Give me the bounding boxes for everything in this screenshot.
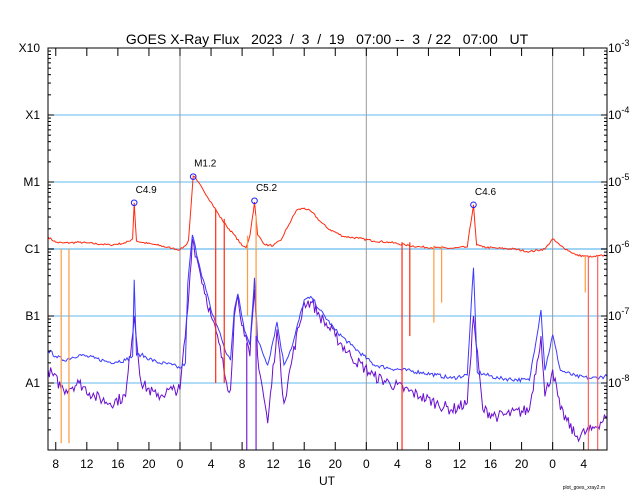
- x-tick-label: 12: [453, 457, 467, 471]
- flare-label: C5.2: [256, 183, 278, 194]
- y-axis-flux-label: 10-6: [608, 239, 629, 256]
- y-axis-flux-label: 10-4: [608, 105, 629, 122]
- x-tick-label: 0: [177, 457, 184, 471]
- x-tick-label: 4: [208, 457, 215, 471]
- x-tick-label: 8: [239, 457, 246, 471]
- series-line-2: [47, 238, 608, 443]
- flare-label: M1.2: [194, 159, 217, 170]
- x-tick-label: 16: [484, 457, 498, 471]
- flare-label: C4.9: [136, 185, 158, 196]
- flare-label: C4.6: [475, 187, 497, 198]
- series-layer: [47, 175, 608, 450]
- flare-annotations: C4.9 M1.2 C5.2 C4.6: [130, 159, 497, 209]
- x-tick-label: 0: [549, 457, 556, 471]
- y-axis-class-label: X10: [19, 41, 41, 55]
- y-axis-class-label: A1: [25, 376, 40, 390]
- flare-peak-marker: [189, 173, 197, 180]
- grid-layer: [48, 48, 607, 450]
- axes-layer: 8 12 16 20 0 4 8 12 16 20 0 4 8 12 16 20 0 4 X10 X1 M1 C1 B1 A1…: [19, 38, 630, 471]
- x-tick-label: 12: [266, 457, 280, 471]
- y-axis-class-label: C1: [25, 242, 41, 256]
- series-line-1: [47, 234, 608, 384]
- x-axis-label: UT: [319, 474, 336, 488]
- flare-peak-marker: [130, 199, 138, 207]
- x-tick-label: 20: [329, 457, 343, 471]
- flare-peak-marker: [251, 197, 258, 205]
- x-tick-label: 16: [111, 457, 125, 471]
- flux-label-exponent: -4: [621, 105, 629, 115]
- flux-label-exponent: -5: [621, 172, 629, 182]
- flux-label-exponent: -6: [621, 239, 629, 249]
- x-tick-label: 8: [52, 457, 59, 471]
- x-tick-label: 4: [580, 457, 587, 471]
- flux-label-base: 10: [608, 309, 622, 323]
- series-line-0: [47, 175, 608, 259]
- y-axis-class-label: X1: [25, 108, 40, 122]
- flare-peak-marker: [470, 201, 477, 209]
- x-tick-label: 12: [80, 457, 94, 471]
- x-tick-label: 16: [298, 457, 312, 471]
- y-axis-flux-label: 10-5: [608, 172, 629, 189]
- flux-label-exponent: -7: [621, 306, 629, 316]
- y-axis-class-label: B1: [25, 309, 40, 323]
- flux-label-base: 10: [608, 108, 622, 122]
- y-axis-flux-label: 10-8: [608, 373, 629, 390]
- flux-label-exponent: -8: [621, 373, 629, 383]
- x-tick-label: 20: [515, 457, 529, 471]
- x-tick-label: 8: [425, 457, 432, 471]
- footnote: plot_goes_xray2.m: [563, 485, 605, 491]
- flux-label-base: 10: [608, 376, 622, 390]
- flux-label-base: 10: [608, 242, 622, 256]
- chart-title: GOES X-Ray Flux 2023 / 3 / 19 07:00 -- 3…: [126, 31, 529, 47]
- flux-label-base: 10: [608, 175, 622, 189]
- x-tick-label: 0: [363, 457, 370, 471]
- x-tick-label: 4: [394, 457, 401, 471]
- flux-label-exponent: -3: [621, 38, 629, 48]
- y-axis-flux-label: 10-3: [608, 38, 629, 55]
- y-axis-flux-label: 10-7: [608, 306, 629, 323]
- x-tick-label: 20: [142, 457, 156, 471]
- flux-label-base: 10: [608, 41, 622, 55]
- y-axis-class-label: M1: [23, 175, 40, 189]
